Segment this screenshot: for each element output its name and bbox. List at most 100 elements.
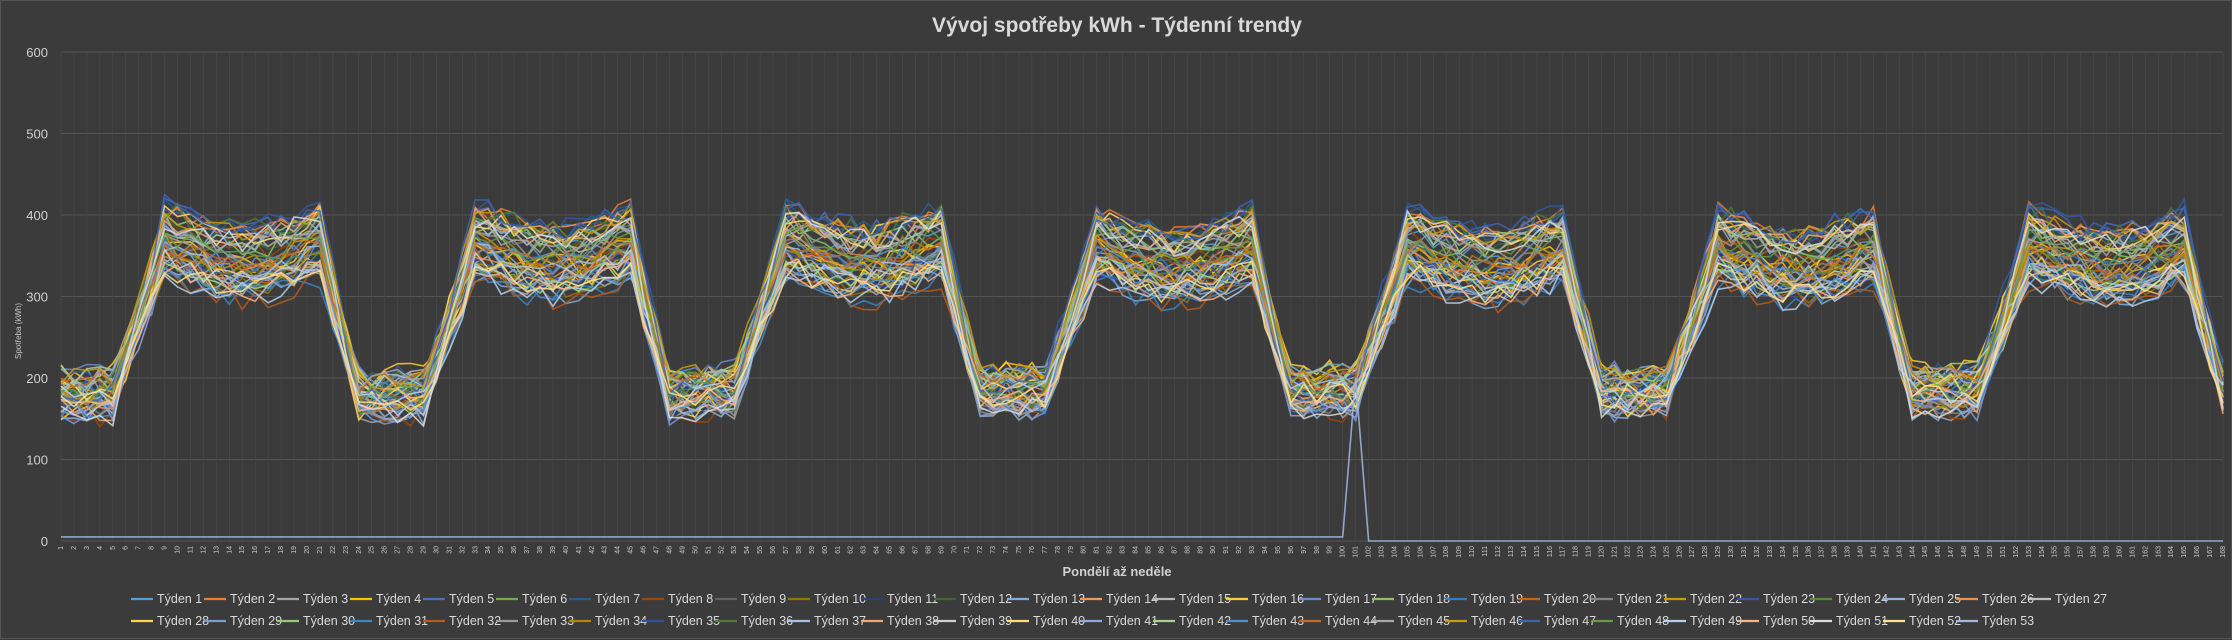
x-tick-label: 4 — [97, 546, 104, 550]
x-tick-label: 157 — [2078, 546, 2085, 558]
x-tick-label: 117 — [1560, 546, 1567, 557]
x-tick-label: 34 — [485, 546, 492, 554]
x-tick-label: 124 — [1650, 546, 1657, 558]
y-axis-ticks: 0 100 200 300 400 500 600 — [26, 45, 48, 549]
x-tick-label: 50 — [692, 546, 699, 554]
series-line — [60, 208, 2224, 428]
x-tick-label: 165 — [2181, 546, 2188, 558]
x-tick-label: 131 — [1741, 546, 1748, 558]
x-tick-label: 23 — [343, 546, 350, 554]
x-tick-label: 103 — [1379, 546, 1386, 558]
x-tick-label: 14 — [226, 546, 233, 554]
x-tick-label: 156 — [2065, 546, 2072, 558]
x-tick-label: 41 — [576, 546, 583, 554]
x-tick-label: 86 — [1158, 546, 1165, 554]
x-tick-label: 90 — [1210, 546, 1217, 554]
x-tick-label: 115 — [1534, 546, 1541, 557]
x-tick-label: 9 — [162, 546, 169, 550]
x-tick-label: 121 — [1612, 546, 1619, 558]
x-tick-label: 29 — [420, 546, 427, 554]
series-line — [61, 377, 2223, 542]
series-line — [60, 244, 2224, 414]
x-tick-label: 52 — [718, 546, 725, 554]
legend-label: Týden 12 — [960, 592, 1012, 606]
x-tick-label: 67 — [912, 546, 919, 554]
legend-label: Týden 29 — [230, 614, 282, 628]
x-tick-label: 61 — [835, 546, 842, 554]
legend-label: Týden 27 — [2055, 592, 2107, 606]
x-tick-label: 140 — [1858, 546, 1865, 558]
x-tick-label: 68 — [925, 546, 932, 554]
legend-label: Týden 9 — [741, 592, 786, 606]
x-tick-label: 33 — [472, 546, 479, 554]
x-tick-label: 8 — [149, 546, 156, 550]
x-tick-label: 95 — [1275, 546, 1282, 554]
x-tick-label: 62 — [848, 546, 855, 554]
x-tick-label: 136 — [1806, 546, 1813, 558]
x-tick-label: 161 — [2129, 546, 2136, 558]
x-tick-label: 18 — [278, 546, 285, 554]
x-tick-label: 7 — [136, 546, 143, 550]
x-tick-label: 37 — [524, 546, 531, 554]
x-tick-label: 82 — [1107, 546, 1114, 554]
x-tick-label: 66 — [899, 546, 906, 554]
x-tick-label: 109 — [1456, 546, 1463, 558]
y-tick-label: 400 — [26, 208, 48, 223]
x-tick-label: 146 — [1935, 546, 1942, 558]
x-tick-label: 6 — [123, 546, 130, 550]
x-tick-label: 72 — [977, 546, 984, 554]
x-tick-label: 151 — [2000, 546, 2007, 558]
x-tick-label: 16 — [252, 546, 259, 554]
x-tick-label: 80 — [1081, 546, 1088, 554]
y-tick-label: 500 — [26, 127, 48, 142]
legend-label: Týden 2 — [230, 592, 275, 606]
legend-label: Týden 13 — [1033, 592, 1085, 606]
x-tick-label: 137 — [1819, 546, 1826, 558]
x-tick-label: 152 — [2013, 546, 2020, 558]
legend-label: Týden 15 — [1179, 592, 1231, 606]
x-tick-label: 55 — [757, 546, 764, 554]
series-line — [60, 259, 2224, 418]
x-tick-label: 123 — [1637, 546, 1644, 558]
x-tick-label: 2 — [71, 546, 78, 550]
x-tick-label: 104 — [1391, 546, 1398, 558]
legend-label: Týden 16 — [1252, 592, 1304, 606]
x-tick-label: 112 — [1495, 546, 1502, 557]
series-line — [60, 206, 2224, 422]
x-tick-label: 78 — [1055, 546, 1062, 554]
x-tick-label: 64 — [874, 546, 881, 554]
x-tick-label: 143 — [1896, 546, 1903, 558]
legend-label: Týden 25 — [1909, 592, 1961, 606]
x-tick-label: 97 — [1301, 546, 1308, 554]
legend-label: Týden 53 — [1982, 614, 2034, 628]
legend-label: Týden 26 — [1982, 592, 2034, 606]
x-tick-label: 74 — [1003, 546, 1010, 554]
x-axis-label: Pondělí až neděle — [1062, 564, 1171, 579]
x-tick-label: 79 — [1068, 546, 1075, 554]
x-tick-label: 93 — [1249, 546, 1256, 554]
series-line — [60, 211, 2224, 394]
series-line — [60, 209, 2224, 427]
x-tick-label: 54 — [744, 546, 751, 554]
x-tick-label: 42 — [589, 546, 596, 554]
x-tick-label: 71 — [964, 546, 971, 554]
legend-label: Týden 40 — [1033, 614, 1085, 628]
x-tick-label: 22 — [330, 546, 337, 554]
series-line — [60, 258, 2224, 412]
legend-label: Týden 31 — [376, 614, 428, 628]
legend-label: Týden 45 — [1398, 614, 1450, 628]
x-tick-label: 1 — [58, 546, 65, 550]
x-tick-label: 81 — [1094, 546, 1101, 554]
legend-label: Týden 24 — [1836, 592, 1888, 606]
x-tick-label: 30 — [433, 546, 440, 554]
legend-label: Týden 52 — [1909, 614, 1961, 628]
x-tick-label: 59 — [809, 546, 816, 554]
x-tick-label: 76 — [1029, 546, 1036, 554]
x-tick-label: 150 — [1987, 546, 1994, 558]
x-tick-label: 138 — [1832, 546, 1839, 558]
legend-label: Týden 32 — [449, 614, 501, 628]
x-tick-label: 20 — [304, 546, 311, 554]
legend-label: Týden 46 — [1471, 614, 1523, 628]
legend-label: Týden 14 — [1106, 592, 1158, 606]
